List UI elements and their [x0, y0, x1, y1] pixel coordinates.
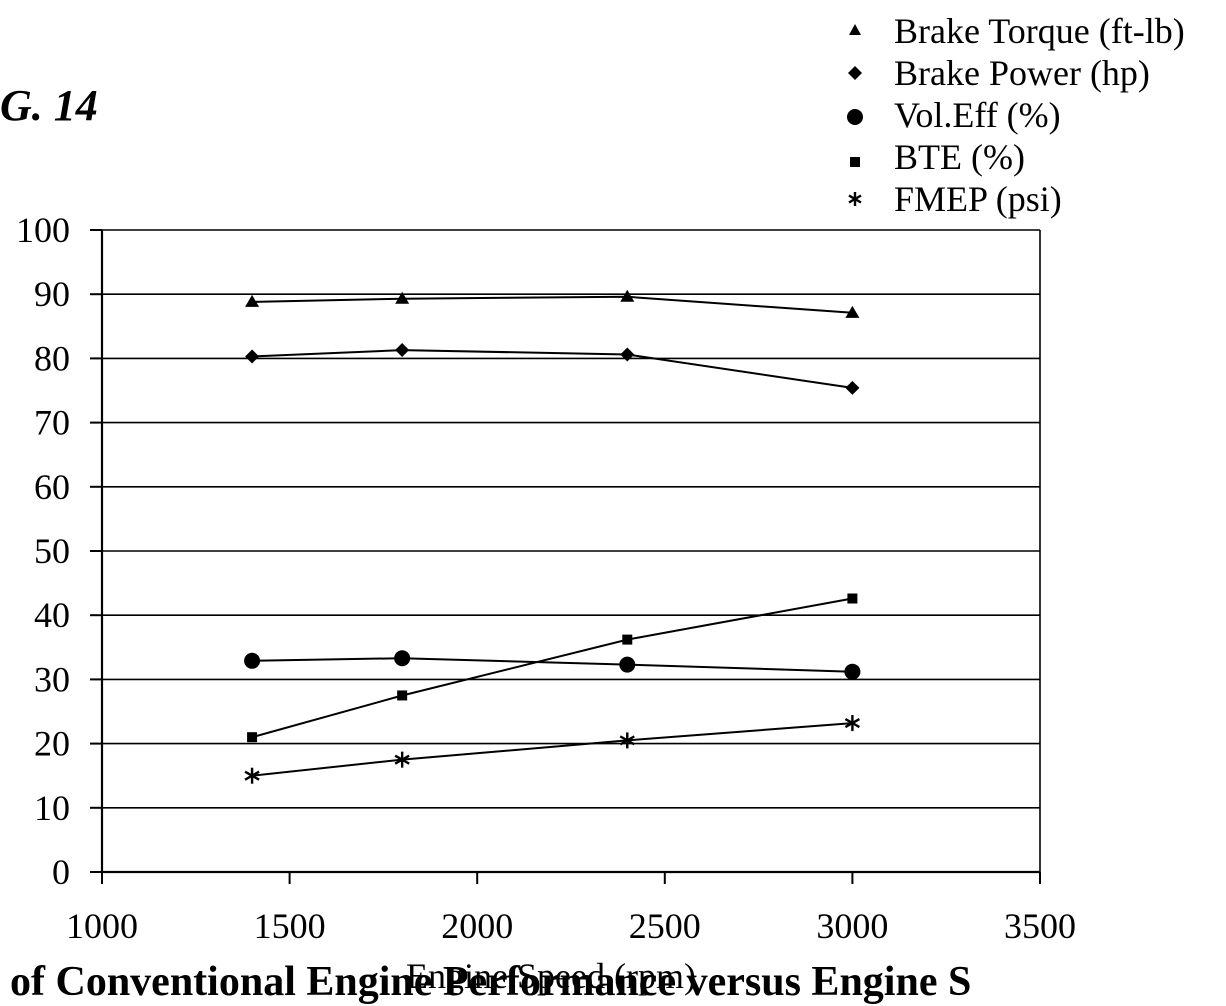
y-tick-label: 80	[34, 338, 70, 378]
figure-caption: of Conventional Engine Performance versu…	[10, 958, 971, 1006]
data-point-diamond	[620, 348, 634, 362]
y-tick-label: 40	[34, 595, 70, 635]
data-point-square	[622, 635, 632, 645]
y-tick-label: 30	[34, 659, 70, 699]
data-point-diamond	[245, 349, 259, 363]
series-line	[252, 599, 852, 738]
data-point-diamond	[845, 381, 859, 395]
series-line	[252, 658, 852, 672]
data-point-circle	[844, 664, 860, 680]
y-tick-label: 50	[34, 531, 70, 571]
data-point-diamond	[395, 343, 409, 357]
y-tick-label: 70	[34, 403, 70, 443]
data-point-square	[847, 594, 857, 604]
x-tick-label: 3500	[1004, 906, 1076, 946]
y-tick-label: 60	[34, 467, 70, 507]
x-tick-label: 2500	[629, 906, 701, 946]
y-tick-label: 0	[52, 852, 70, 892]
data-point-triangle	[620, 290, 634, 302]
y-tick-label: 10	[34, 788, 70, 828]
y-tick-label: 20	[34, 724, 70, 764]
data-point-circle	[394, 650, 410, 666]
y-tick-label: 90	[34, 274, 70, 314]
series-line	[252, 723, 852, 776]
x-tick-label: 1500	[254, 906, 326, 946]
data-point-square	[397, 690, 407, 700]
series-line	[252, 297, 852, 313]
x-tick-label: 3000	[816, 906, 888, 946]
data-point-circle	[244, 653, 260, 669]
series-line	[252, 350, 852, 388]
y-tick-label: 100	[16, 210, 70, 250]
x-tick-label: 1000	[66, 906, 138, 946]
data-point-circle	[619, 657, 635, 673]
data-point-square	[247, 732, 257, 742]
x-tick-label: 2000	[441, 906, 513, 946]
